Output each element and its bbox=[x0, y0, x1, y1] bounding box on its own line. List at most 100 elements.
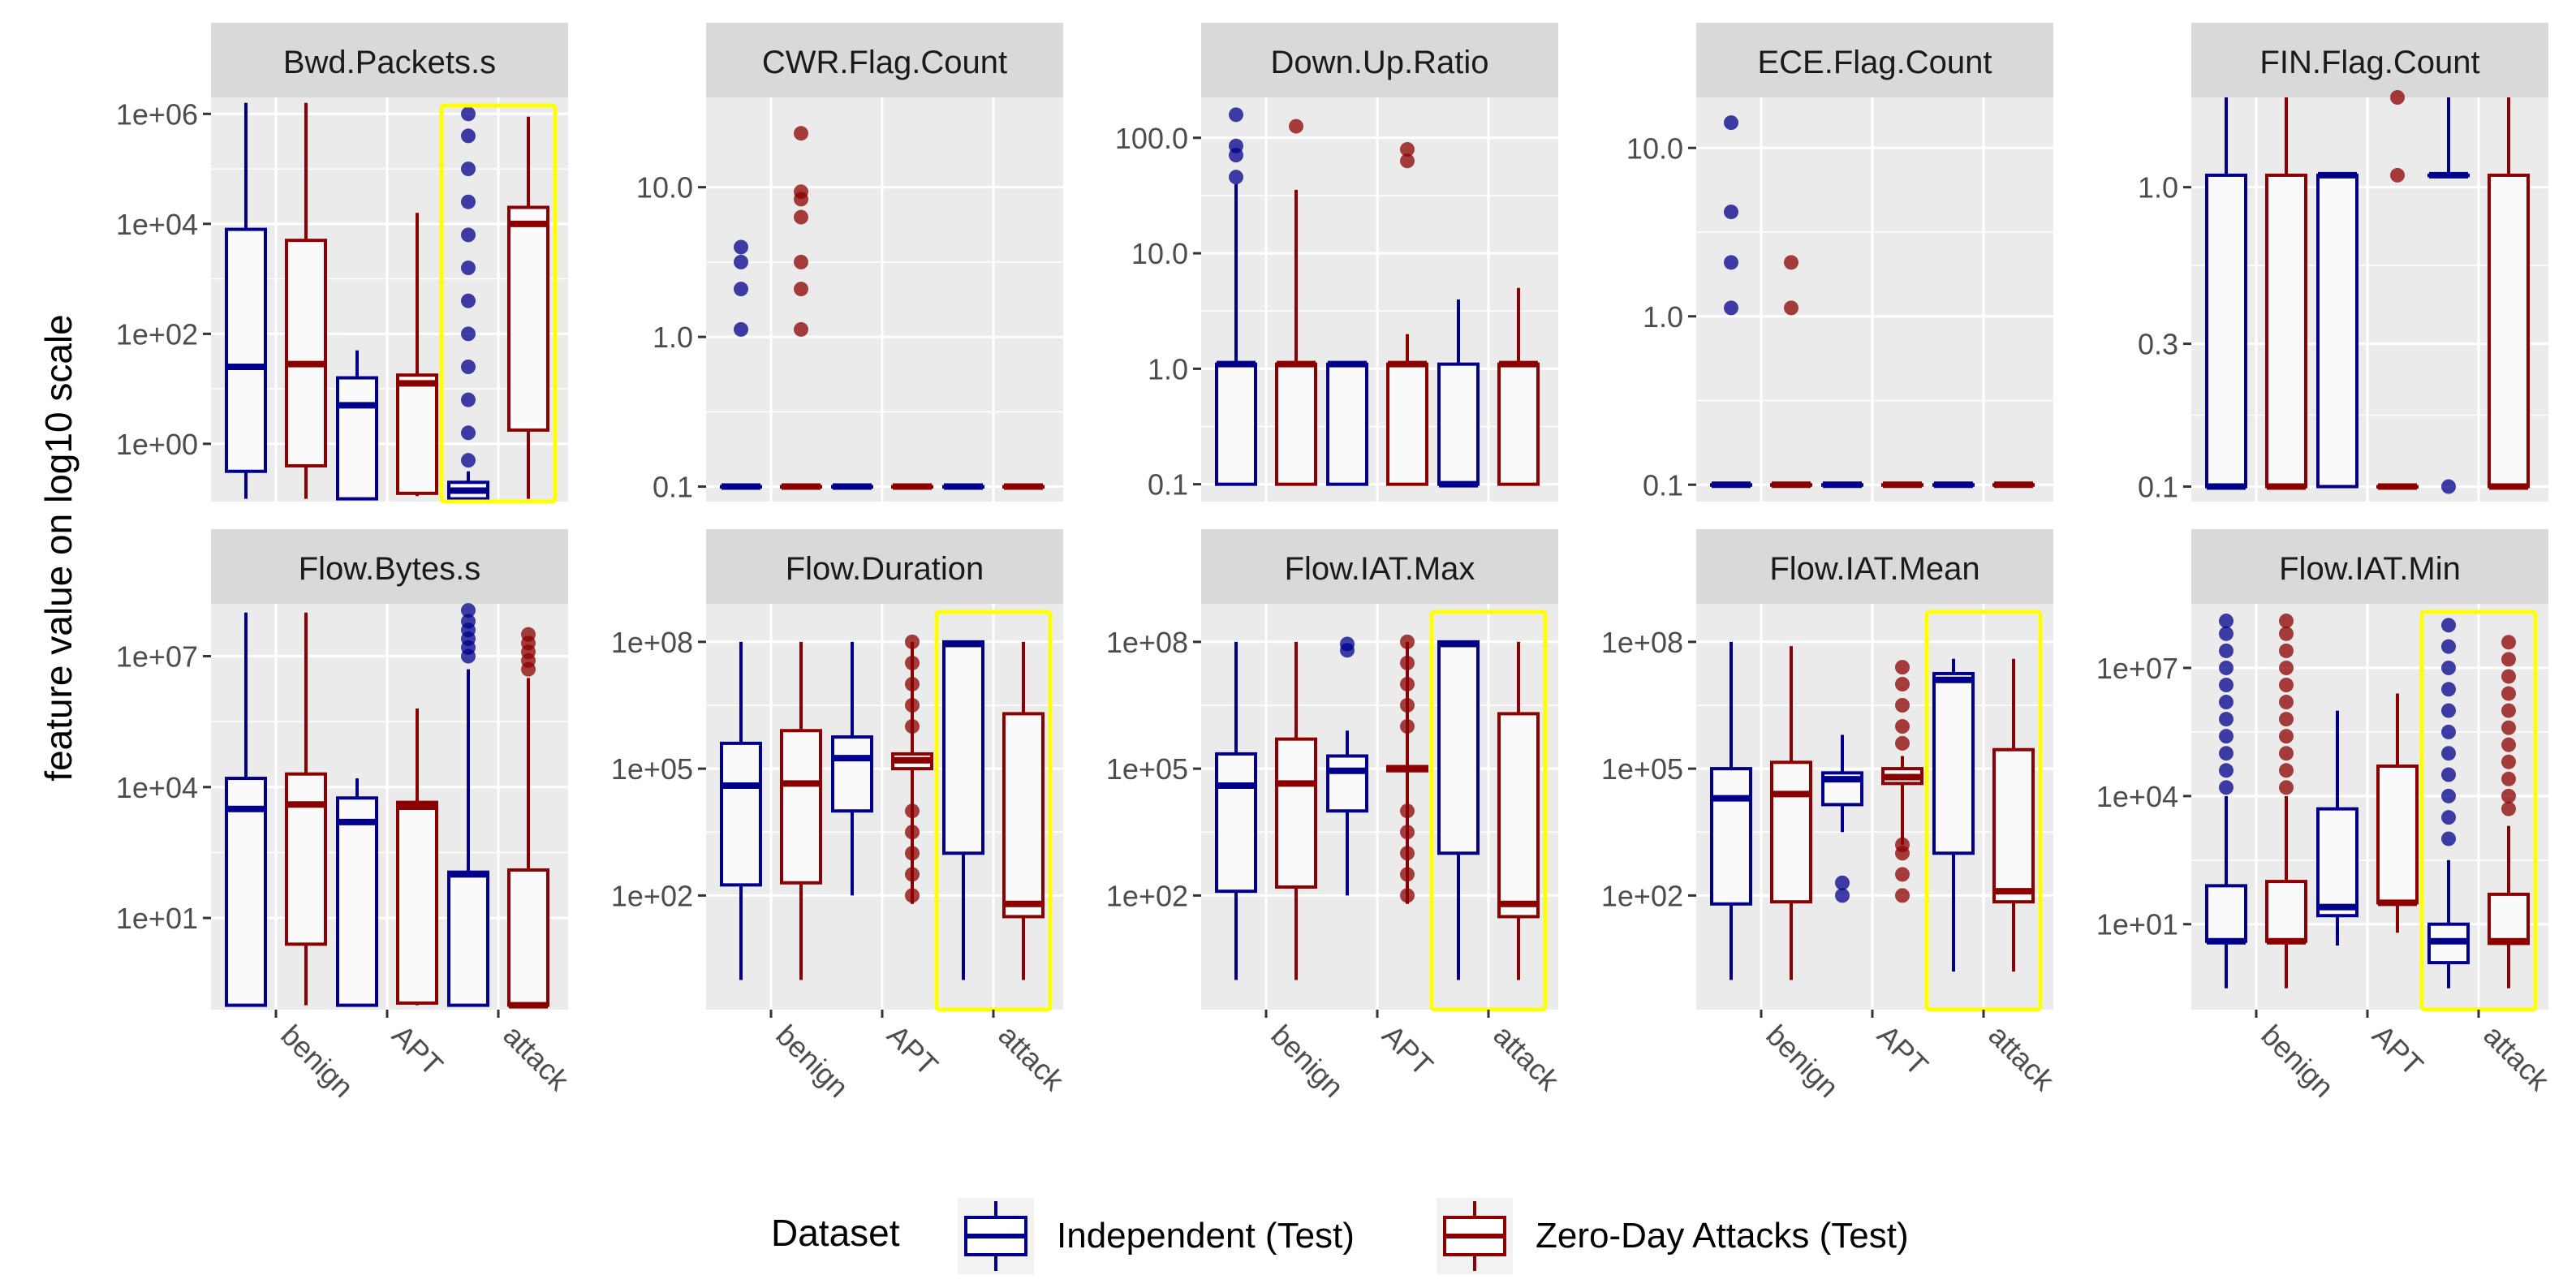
outlier-point bbox=[794, 254, 808, 269]
x-tick-label: benign bbox=[769, 1019, 855, 1104]
outlier-point bbox=[2219, 729, 2234, 744]
panel-flow-iat-mean: Flow.IAT.Mean 1e+02 1e+05 1e+08 benign APT att… bbox=[1601, 529, 2061, 1104]
box-apt-zero-day bbox=[1881, 660, 1923, 903]
highlight-box bbox=[439, 103, 558, 504]
y-tick-label: 1.0 bbox=[2138, 171, 2178, 205]
box-body bbox=[942, 640, 984, 855]
y-tick-label: 1e+08 bbox=[611, 626, 693, 659]
outlier-point bbox=[1724, 300, 1738, 316]
box-body bbox=[1326, 754, 1368, 813]
panel-strip bbox=[1696, 529, 2053, 604]
outlier-point bbox=[2279, 712, 2294, 727]
outlier-point bbox=[1895, 698, 1910, 713]
outlier-point bbox=[461, 293, 476, 308]
y-tick-label: 1e+02 bbox=[611, 879, 693, 912]
box-attack-independent bbox=[942, 640, 984, 980]
y-tick-label: 100.0 bbox=[1115, 122, 1188, 155]
outlier-point bbox=[1400, 719, 1415, 734]
box-body bbox=[1437, 640, 1480, 855]
panel-strip bbox=[211, 529, 568, 604]
box-body bbox=[285, 239, 327, 467]
outlier-point bbox=[2279, 763, 2294, 778]
outlier-point bbox=[1400, 698, 1415, 713]
box-apt-zero-day bbox=[891, 634, 933, 904]
y-tick-label: 1e+08 bbox=[1601, 626, 1683, 659]
outlier-point bbox=[1895, 676, 1910, 691]
outlier-point bbox=[2501, 801, 2516, 816]
panel-cwr-flag-count: CWR.Flag.Count 0.1 1.0 10.0 bbox=[636, 23, 1063, 504]
y-tick-label: 1e+05 bbox=[611, 752, 693, 786]
panel-flow-bytes-s: Flow.Bytes.s 1e+01 1e+04 1e+07 benign APT atta… bbox=[116, 529, 576, 1104]
box-body bbox=[2376, 765, 2419, 905]
outlier-point bbox=[461, 227, 476, 243]
box-body bbox=[225, 777, 267, 1007]
box-body bbox=[2205, 173, 2247, 489]
panel-flow-duration: Flow.Duration 1e+02 1e+05 1e+08 benign APT att… bbox=[611, 529, 1071, 1104]
outlier-point bbox=[1724, 115, 1738, 131]
panel-title: CWR.Flag.Count bbox=[762, 45, 1007, 80]
box-benign-independent bbox=[1710, 641, 1752, 980]
outlier-point bbox=[461, 453, 476, 468]
box-body bbox=[225, 227, 267, 473]
box-benign-zero-day bbox=[2265, 614, 2307, 989]
box-body bbox=[2265, 173, 2307, 489]
y-tick-label: 0.1 bbox=[653, 471, 693, 504]
outlier-point bbox=[1895, 735, 1910, 751]
outlier-point bbox=[2279, 626, 2294, 641]
outlier-point bbox=[1895, 719, 1910, 734]
x-tick-label: attack bbox=[992, 1019, 1071, 1098]
box-body bbox=[780, 729, 822, 885]
box-attack-independent bbox=[1932, 658, 1975, 972]
box-body bbox=[1932, 671, 1975, 855]
outlier-point bbox=[794, 209, 808, 225]
box-apt-independent bbox=[1326, 636, 1368, 896]
panel-strip bbox=[2191, 23, 2548, 97]
box-body bbox=[1275, 737, 1317, 889]
outlier-point bbox=[905, 676, 920, 691]
y-tick-label: 1e+06 bbox=[116, 97, 198, 131]
outlier-point bbox=[1895, 888, 1910, 903]
box-benign-zero-day bbox=[1275, 118, 1317, 486]
box-apt-zero-day bbox=[1386, 634, 1428, 904]
y-tick-label: 10.0 bbox=[1131, 237, 1188, 270]
legend-entry-1: Zero-Day Attacks (Test) bbox=[1437, 1198, 1909, 1274]
outlier-point bbox=[1400, 846, 1415, 861]
box-attack-zero-day bbox=[1497, 641, 1540, 980]
outlier-point bbox=[1400, 803, 1415, 819]
y-tick-label: 0.3 bbox=[2138, 328, 2178, 361]
outlier-point bbox=[794, 282, 808, 297]
box-apt-zero-day bbox=[396, 213, 438, 497]
box-attack-independent bbox=[447, 106, 489, 501]
box-body bbox=[2316, 173, 2358, 489]
y-tick-label: 1e+05 bbox=[1601, 752, 1683, 786]
box-body bbox=[2316, 807, 2358, 918]
panel-ece-flag-count: ECE.Flag.Count 0.1 1.0 10.0 bbox=[1626, 23, 2053, 502]
outlier-point bbox=[2219, 712, 2234, 727]
outlier-point bbox=[2441, 810, 2456, 825]
box-body bbox=[2488, 892, 2530, 946]
y-tick-label: 1e+04 bbox=[2096, 780, 2178, 813]
panel-strip bbox=[1201, 529, 1558, 604]
box-apt-independent bbox=[2316, 171, 2358, 489]
outlier-point bbox=[905, 846, 920, 861]
y-tick-label: 1.0 bbox=[653, 321, 693, 354]
outlier-point bbox=[2501, 754, 2516, 769]
outlier-point bbox=[461, 360, 476, 374]
outlier-point bbox=[905, 634, 920, 649]
outlier-point bbox=[2441, 746, 2456, 761]
box-body bbox=[1497, 712, 1540, 919]
outlier-point bbox=[461, 425, 476, 441]
panel-flow-iat-max: Flow.IAT.Max 1e+02 1e+05 1e+08 benign APT atta… bbox=[1106, 529, 1566, 1104]
box-apt-zero-day bbox=[2376, 90, 2419, 490]
outlier-point bbox=[905, 867, 920, 882]
y-tick-label: 1e+08 bbox=[1106, 626, 1188, 659]
y-tick-label: 10.0 bbox=[636, 171, 693, 205]
box-body bbox=[1002, 712, 1045, 919]
outlier-point bbox=[2279, 660, 2294, 675]
y-tick-label: 1e+00 bbox=[116, 428, 198, 461]
outlier-point bbox=[461, 614, 476, 629]
box-benign-zero-day bbox=[285, 102, 327, 499]
outlier-point bbox=[2390, 167, 2405, 183]
legend-entry-0: Independent (Test) bbox=[958, 1198, 1355, 1274]
